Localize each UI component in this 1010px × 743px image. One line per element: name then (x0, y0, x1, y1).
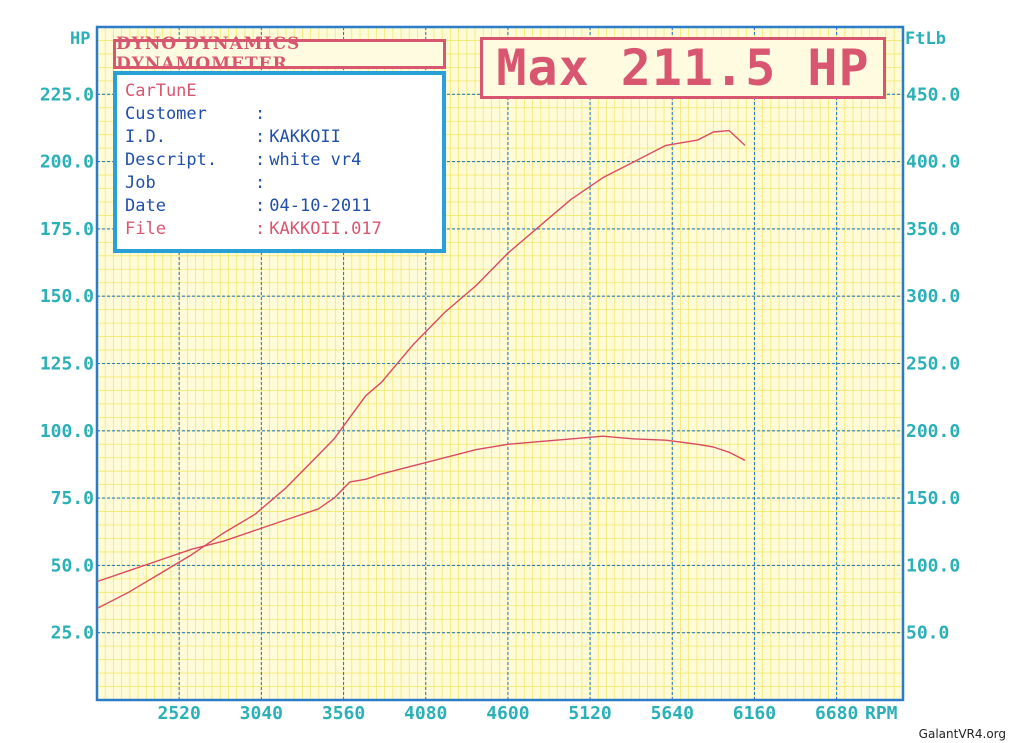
plot-border (95, 25, 905, 702)
x-axis-ticks: 2520 3040 3560 4080 4600 5120 5640 6160 6680 (158, 703, 859, 724)
info-value (265, 103, 269, 126)
info-sep: : (255, 127, 266, 147)
right-tick-label: 400.0 (906, 152, 960, 173)
watermark: GalantVR4.org (918, 727, 1006, 741)
info-value (265, 172, 269, 195)
left-tick-label: 200.0 (40, 152, 94, 173)
x-tick-label: 5120 (568, 703, 611, 724)
left-tick-label: 25.0 (51, 623, 94, 644)
x-tick-label: 3560 (322, 703, 365, 724)
info-value: white vr4 (269, 150, 362, 170)
power-curve (96, 129, 746, 610)
info-value: KAKKOII (269, 127, 341, 147)
info-label: I.D. (125, 127, 166, 147)
info-sep: : (255, 219, 266, 239)
x-tick-label: 5640 (651, 703, 694, 724)
right-axis-ticks: 50.0 100.0 150.0 200.0 250.0 300.0 350.0 400.0 4… (906, 84, 960, 643)
info-label: Job (125, 173, 156, 193)
left-tick-label: 75.0 (51, 488, 94, 509)
info-value: 04-10-2011 (269, 196, 372, 216)
max-power-label: Max 211.5 HP (496, 39, 870, 97)
x-tick-label: 4600 (486, 703, 529, 724)
info-sep: : (255, 196, 266, 216)
x-tick-label: 6680 (815, 703, 858, 724)
right-axis-unit: FtLb (905, 29, 946, 49)
run-info-box: CarTunE Customer : I.D. : KAKKOII Descri… (113, 71, 446, 253)
info-sep: : (255, 173, 266, 193)
info-row-customer: Customer : (125, 103, 434, 126)
x-tick-label: 3040 (240, 703, 283, 724)
x-tick-label: 2520 (158, 703, 201, 724)
info-row-job: Job : (125, 172, 434, 195)
info-row-file: File : KAKKOII.017 (125, 218, 434, 241)
left-tick-label: 50.0 (51, 555, 94, 576)
info-value: KAKKOII.017 (269, 219, 382, 239)
info-row-id: I.D. : KAKKOII (125, 126, 434, 149)
right-tick-label: 100.0 (906, 555, 960, 576)
brand-label: CarTunE (125, 81, 197, 101)
right-tick-label: 350.0 (906, 219, 960, 240)
right-tick-label: 250.0 (906, 354, 960, 375)
left-axis-ticks: 25.0 50.0 75.0 100.0 125.0 150.0 175.0 200.0 225… (40, 84, 94, 643)
info-sep: : (255, 150, 266, 170)
info-label: Date (125, 196, 166, 216)
series-group (96, 129, 746, 610)
left-tick-label: 175.0 (40, 219, 94, 240)
right-tick-label: 150.0 (906, 488, 960, 509)
info-label: Customer (125, 104, 207, 124)
torque-curve (96, 435, 746, 583)
left-tick-label: 150.0 (40, 286, 94, 307)
max-power-box: Max 211.5 HP (480, 37, 886, 99)
x-axis-unit: RPM (865, 703, 898, 724)
right-tick-label: 200.0 (906, 421, 960, 442)
left-tick-label: 100.0 (40, 421, 94, 442)
left-axis-unit: HP (70, 29, 90, 49)
info-row-date: Date : 04-10-2011 (125, 195, 434, 218)
info-label: Descript. (125, 150, 218, 170)
dyno-header: DYNO DYNAMICS DYNAMOMETER (113, 34, 446, 74)
right-tick-label: 450.0 (906, 84, 960, 105)
x-tick-label: 4080 (404, 703, 447, 724)
right-tick-label: 300.0 (906, 286, 960, 307)
right-tick-label: 50.0 (906, 623, 949, 644)
left-tick-label: 225.0 (40, 84, 94, 105)
info-label: File (125, 219, 166, 239)
left-tick-label: 125.0 (40, 354, 94, 375)
info-row-descript: Descript. : white vr4 (125, 149, 434, 172)
x-tick-label: 6160 (733, 703, 776, 724)
dyno-title: DYNO DYNAMICS DYNAMOMETER (116, 34, 301, 74)
info-sep: : (255, 104, 266, 124)
